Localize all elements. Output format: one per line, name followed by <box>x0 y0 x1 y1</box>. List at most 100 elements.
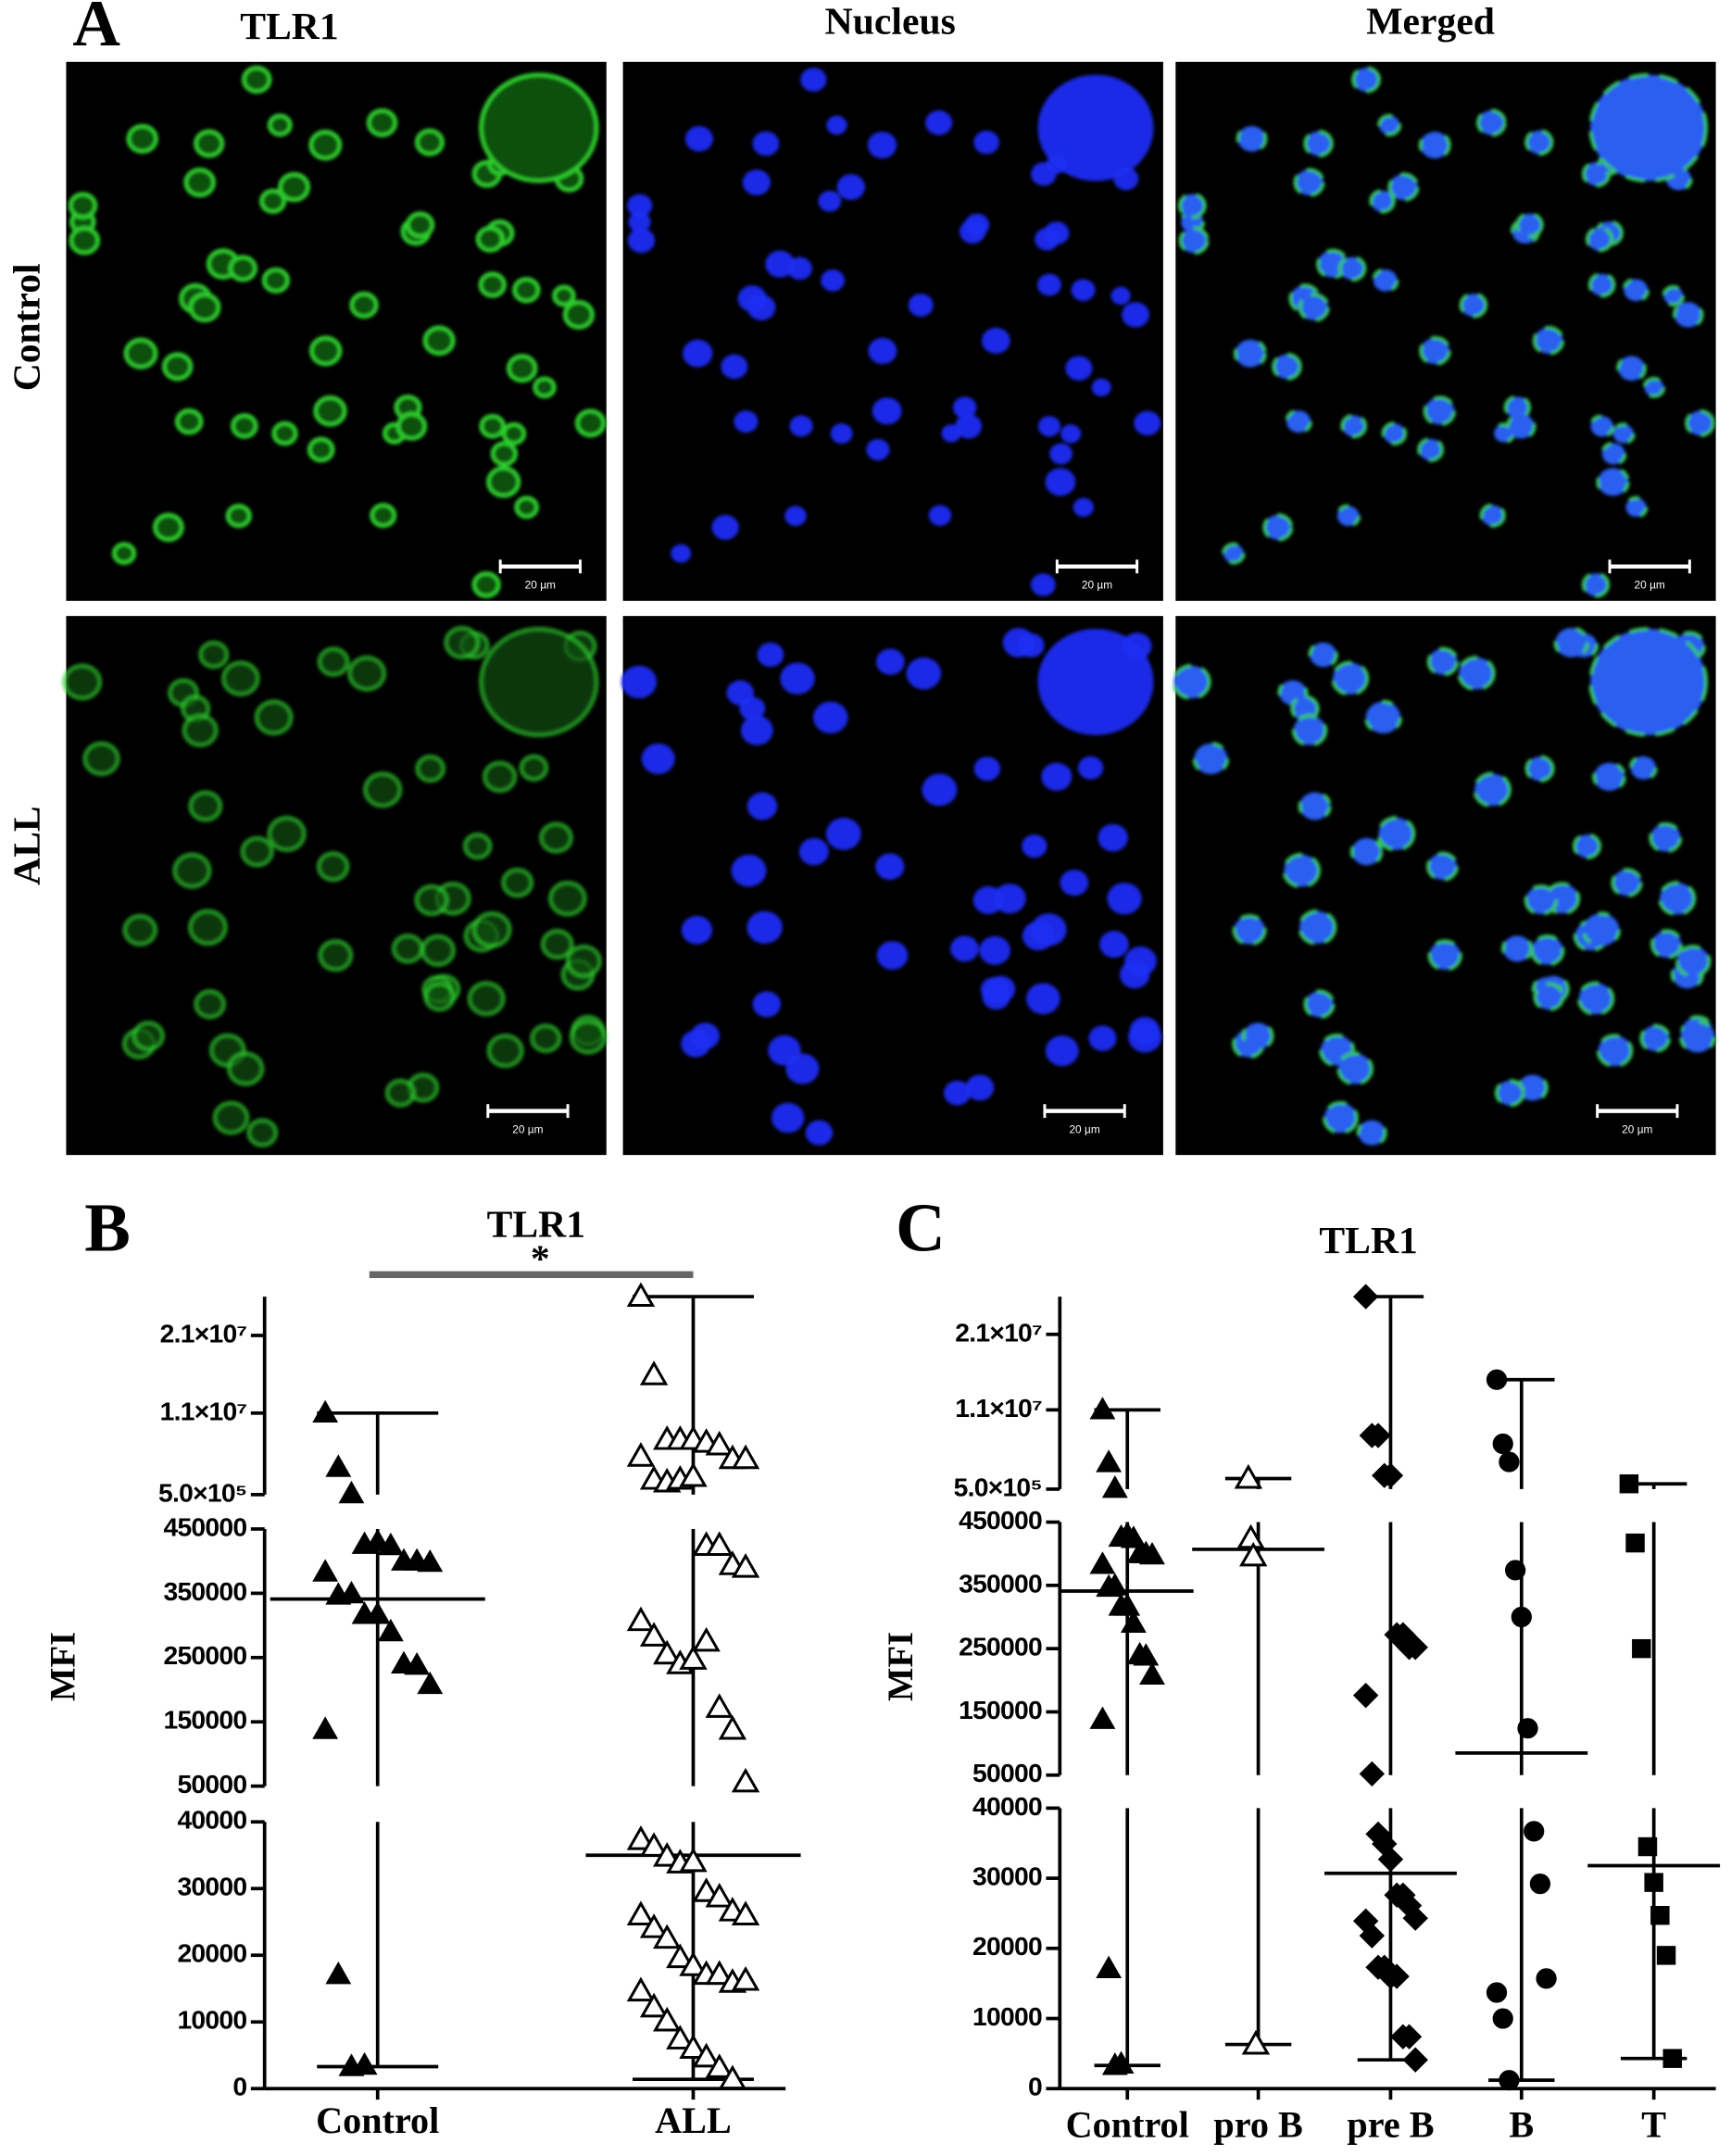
data-point <box>1402 1905 1428 1931</box>
data-point <box>1139 1541 1165 1565</box>
panel-label: B <box>84 1190 131 1266</box>
cell <box>161 352 194 382</box>
cell <box>872 397 902 425</box>
cell <box>1222 542 1246 565</box>
cell <box>1335 504 1361 528</box>
cell <box>1675 945 1712 978</box>
cell <box>479 72 599 183</box>
scale-bar-label: 20 µm <box>1082 579 1112 592</box>
data-point <box>653 1924 682 1949</box>
cell <box>1322 1100 1359 1135</box>
y-tick-label: 0 <box>1028 2072 1042 2101</box>
cell <box>1372 268 1399 294</box>
cell <box>784 506 807 526</box>
cell <box>519 754 549 782</box>
cell <box>1611 868 1643 898</box>
data-point <box>653 1639 682 1665</box>
cell <box>395 411 428 441</box>
cell <box>1098 823 1128 852</box>
cell <box>349 291 379 320</box>
cell <box>1049 443 1072 465</box>
y-tick-label: 30000 <box>177 1872 246 1901</box>
cell <box>925 110 953 135</box>
cell <box>552 284 576 307</box>
cell <box>765 250 795 278</box>
cell <box>132 1021 165 1052</box>
data-point <box>639 1913 669 1938</box>
cell <box>798 837 829 866</box>
data-point <box>679 2034 708 2059</box>
cell <box>1124 946 1157 976</box>
data-point <box>325 1454 352 1477</box>
cell <box>539 821 573 854</box>
cell <box>752 991 782 1018</box>
data-point <box>1396 2024 1423 2049</box>
data-point <box>1662 2049 1682 2068</box>
cell <box>830 423 853 445</box>
cell <box>1282 852 1321 889</box>
cell <box>1533 982 1565 1012</box>
cell <box>1649 929 1684 959</box>
cell <box>111 542 137 565</box>
cell <box>1298 293 1330 322</box>
cell <box>875 648 905 675</box>
micrograph: 20 µm <box>622 61 1163 601</box>
cell <box>486 1033 524 1069</box>
cell <box>1099 931 1129 959</box>
y-axis-label: MFI <box>44 1632 82 1701</box>
cell <box>1524 884 1559 916</box>
cell <box>313 395 347 427</box>
cell <box>363 771 403 808</box>
cell <box>805 1120 834 1146</box>
cell <box>1060 870 1089 896</box>
cell <box>1426 851 1459 882</box>
data-point <box>705 1531 734 1556</box>
x-tick-label: ALL <box>655 2100 732 2141</box>
data-point <box>1377 1462 1404 1488</box>
cell <box>1233 337 1267 370</box>
cell <box>347 655 387 692</box>
cell <box>1041 762 1072 791</box>
data-point <box>1625 1533 1645 1553</box>
cell <box>422 325 456 357</box>
cell <box>316 851 350 883</box>
cell <box>562 299 596 330</box>
cell <box>868 337 897 365</box>
cell <box>627 228 656 254</box>
cell <box>1377 114 1402 137</box>
data-point <box>417 1548 444 1573</box>
data-point <box>1517 1718 1538 1739</box>
cell <box>366 107 398 138</box>
data-point <box>1377 1846 1404 1873</box>
cell <box>226 1051 265 1086</box>
x-tick-label: pre B <box>1347 2104 1434 2146</box>
cell <box>62 663 103 701</box>
data-point <box>1089 1706 1116 1729</box>
data-point <box>338 1480 365 1504</box>
cell <box>734 410 759 433</box>
data-point <box>1096 1955 1123 1978</box>
data-point <box>1359 1923 1386 1949</box>
panel-label: C <box>896 1190 946 1266</box>
cell <box>122 913 158 946</box>
y-tick-label: 20000 <box>177 1938 246 1968</box>
micrograph: 20 µm <box>1172 616 1716 1156</box>
micrograph: 20 µm <box>1175 61 1716 601</box>
cell <box>742 169 771 195</box>
cell <box>308 335 343 367</box>
column-header: Merged <box>1366 0 1495 43</box>
cell <box>1232 914 1267 946</box>
cell <box>1291 713 1328 747</box>
cell <box>1285 408 1313 435</box>
cell <box>922 773 958 807</box>
cell <box>1072 497 1094 517</box>
cell <box>800 68 827 92</box>
data-point <box>718 1714 747 1740</box>
data-point <box>626 1606 656 1632</box>
cell <box>973 130 999 155</box>
cell <box>1045 1035 1079 1067</box>
y-tick-label: 250000 <box>959 1632 1042 1661</box>
cell <box>875 853 905 881</box>
cell <box>267 113 293 137</box>
cell <box>1177 192 1207 219</box>
